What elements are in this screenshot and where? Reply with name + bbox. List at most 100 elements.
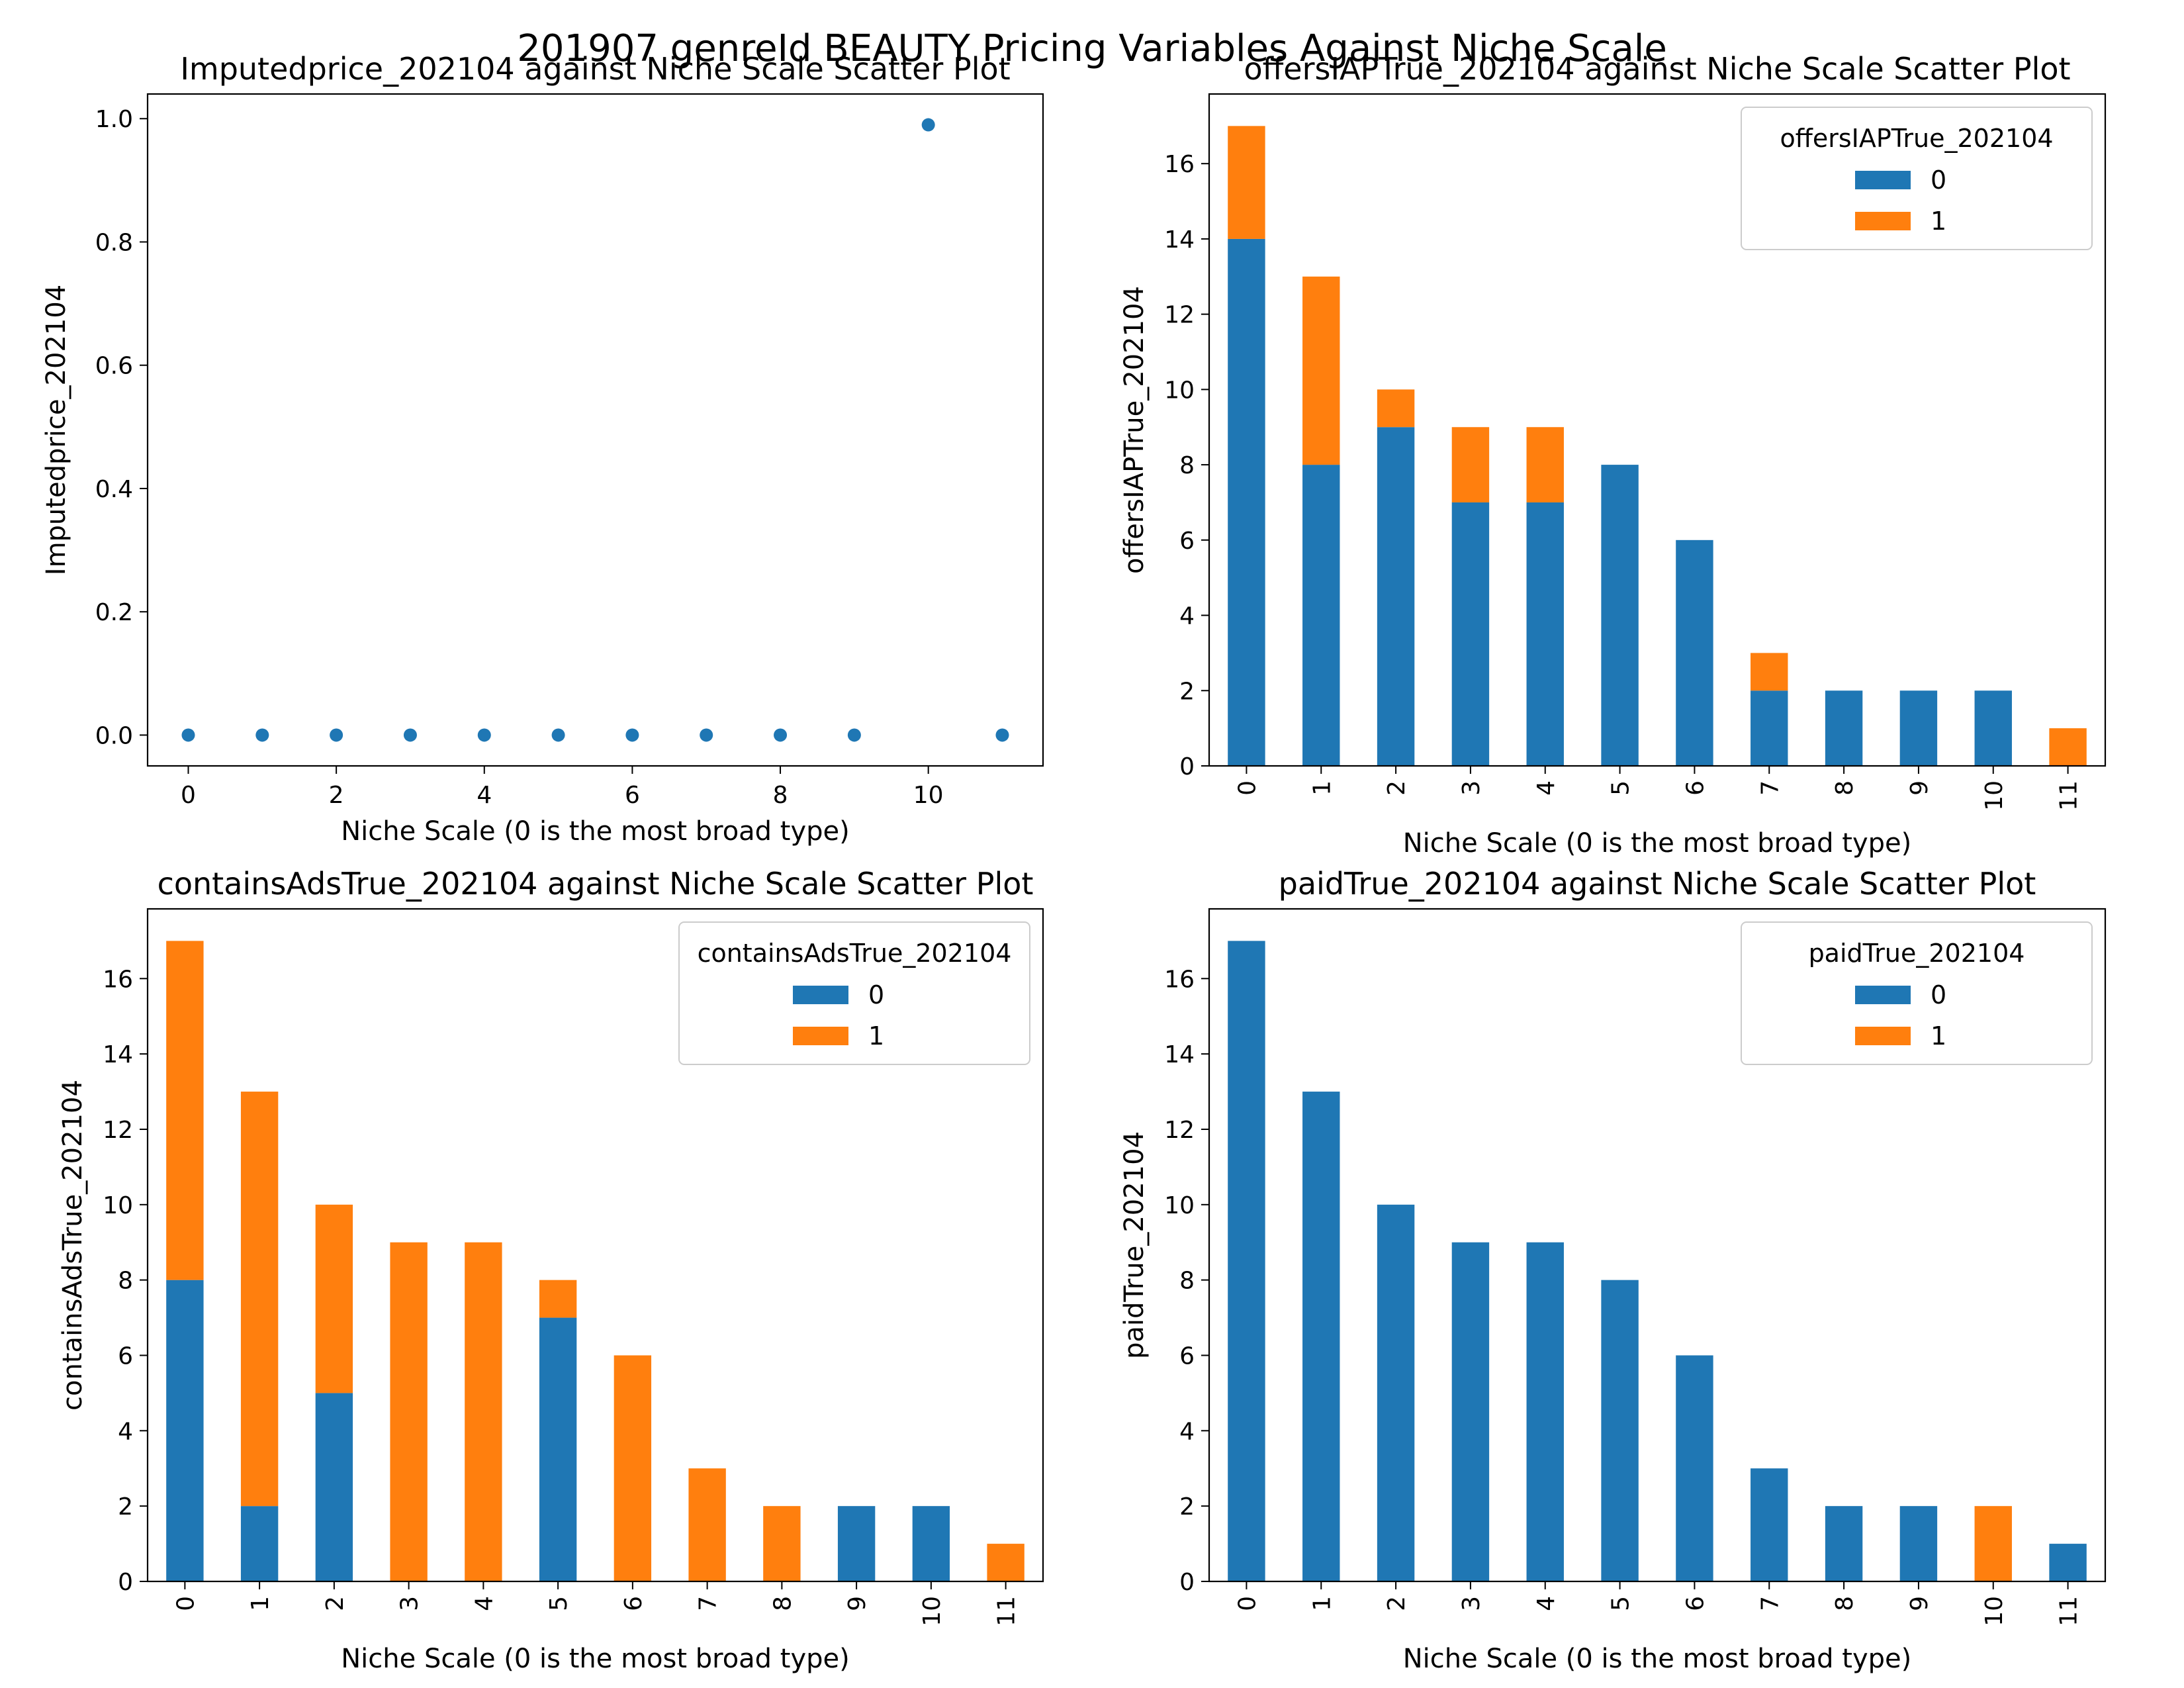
x-tick-label: 8 xyxy=(773,782,788,809)
x-tick-label: 5 xyxy=(545,1596,572,1611)
bar-segment-series-1 xyxy=(1526,427,1564,502)
scatter-point xyxy=(625,728,639,742)
y-tick-label: 2 xyxy=(1179,1493,1195,1521)
y-tick-label: 8 xyxy=(118,1268,133,1295)
x-axis-label: Niche Scale (0 is the most broad type) xyxy=(341,1644,850,1674)
bar-segment-series-0 xyxy=(837,1506,876,1581)
x-tick-label: 7 xyxy=(1756,780,1784,796)
bar-segment-series-0 xyxy=(1601,465,1639,766)
bar-segment-series-1 xyxy=(614,1355,652,1581)
bar-segment-series-0 xyxy=(1451,502,1490,766)
bar-segment-series-1 xyxy=(465,1242,502,1581)
x-tick-label: 10 xyxy=(913,782,944,809)
y-tick-label: 0 xyxy=(1179,1569,1195,1596)
legend-box xyxy=(678,921,1030,1065)
x-tick-label: 1 xyxy=(1308,780,1336,796)
y-tick-label: 16 xyxy=(1164,151,1195,178)
bar-segment-series-0 xyxy=(1899,1506,1938,1581)
bar-segment-series-1 xyxy=(688,1468,726,1581)
y-tick-label: 4 xyxy=(1179,1418,1195,1445)
legend-box xyxy=(1741,107,2093,250)
bar-segment-series-0 xyxy=(1526,1242,1564,1581)
y-tick-label: 12 xyxy=(103,1117,133,1144)
x-tick-label: 0 xyxy=(181,782,196,809)
scatter-point xyxy=(477,728,491,742)
x-tick-label: 9 xyxy=(1906,1596,1933,1611)
bar-segment-series-0 xyxy=(1451,1242,1490,1581)
legend-swatch-series-1 xyxy=(793,1027,848,1045)
x-tick-label: 9 xyxy=(844,1596,871,1611)
x-tick-label: 0 xyxy=(172,1596,199,1611)
scatter-point xyxy=(330,728,343,742)
bar-segment-series-1 xyxy=(315,1204,353,1393)
y-tick-label: 16 xyxy=(1164,966,1195,993)
bar-segment-series-0 xyxy=(1228,238,1265,766)
y-tick-label: 0.4 xyxy=(95,476,133,503)
y-axis-label: Imputedprice_202104 xyxy=(41,285,71,575)
legend-title: paidTrue_202104 xyxy=(1809,939,2025,968)
bar-segment-series-0 xyxy=(1825,690,1863,766)
bar-segment-series-0 xyxy=(1676,1355,1713,1581)
chart-title: containsAdsTrue_202104 against Niche Sca… xyxy=(158,866,1034,902)
bar-segment-series-0 xyxy=(240,1506,279,1581)
x-tick-label: 6 xyxy=(620,1596,647,1611)
y-tick-label: 14 xyxy=(1164,1041,1195,1068)
x-tick-label: 3 xyxy=(1458,1596,1485,1611)
x-tick-label: 6 xyxy=(1682,780,1709,796)
x-tick-label: 6 xyxy=(625,782,640,809)
bar-segment-series-0 xyxy=(912,1506,950,1581)
y-tick-label: 12 xyxy=(1164,1117,1195,1144)
scatter-point xyxy=(255,728,269,742)
bar-segment-series-1 xyxy=(2049,728,2087,766)
y-tick-label: 2 xyxy=(1179,678,1195,705)
x-axis-label: Niche Scale (0 is the most broad type) xyxy=(1403,828,1912,859)
bar-segment-series-0 xyxy=(1676,539,1713,766)
axes-frame xyxy=(146,908,1044,1583)
bar-segment-series-1 xyxy=(1451,427,1490,502)
axes-frame xyxy=(1208,93,2107,767)
bar-segment-series-0 xyxy=(2049,1544,2087,1581)
x-tick-label: 2 xyxy=(1383,1596,1410,1611)
x-tick-label: 0 xyxy=(1234,1596,1261,1611)
x-tick-label: 11 xyxy=(2056,1596,2083,1626)
x-tick-label: 4 xyxy=(1533,1596,1560,1611)
x-tick-label: 4 xyxy=(1533,780,1560,796)
y-tick-label: 1.0 xyxy=(95,106,133,133)
x-tick-label: 8 xyxy=(1831,1596,1858,1611)
y-tick-label: 10 xyxy=(1164,1192,1195,1219)
scatter-point xyxy=(995,728,1009,742)
bar-segment-series-1 xyxy=(1302,276,1340,465)
bar-segment-series-1 xyxy=(1974,1506,2012,1581)
chart-title: Imputedprice_202104 against Niche Scale … xyxy=(180,51,1010,87)
bar-segment-series-0 xyxy=(315,1393,353,1581)
bar-segment-series-0 xyxy=(1377,427,1415,766)
bar-segment-series-0 xyxy=(1302,1092,1340,1581)
x-tick-label: 8 xyxy=(1831,780,1858,796)
y-tick-label: 0.8 xyxy=(95,229,133,256)
chart-panel-3: containsAdsTrue_202104 against Niche Sca… xyxy=(58,866,1044,1674)
x-tick-label: 9 xyxy=(1906,780,1933,796)
bar-segment-series-0 xyxy=(539,1317,577,1581)
chart-panel-4: paidTrue_202104 against Niche Scale Scat… xyxy=(1119,866,2107,1674)
bar-segment-series-0 xyxy=(1825,1506,1863,1581)
x-axis-label: Niche Scale (0 is the most broad type) xyxy=(1403,1644,1912,1674)
bar-segment-series-0 xyxy=(1974,690,2012,766)
x-tick-label: 1 xyxy=(247,1596,274,1611)
chart-panel-1: Imputedprice_202104 against Niche Scale … xyxy=(41,51,1044,847)
bar-segment-series-0 xyxy=(1377,1204,1415,1581)
y-tick-label: 4 xyxy=(1179,603,1195,630)
bar-segment-series-1 xyxy=(1228,126,1265,239)
y-axis-label: offersIAPTrue_202104 xyxy=(1119,286,1150,574)
bar-segment-series-1 xyxy=(1377,389,1415,428)
bar-segment-series-0 xyxy=(1228,941,1265,1581)
legend-title: containsAdsTrue_202104 xyxy=(698,939,1012,968)
chart-panel-2: offersIAPTrue_202104 against Niche Scale… xyxy=(1119,51,2107,859)
y-tick-label: 8 xyxy=(1179,452,1195,479)
x-tick-label: 7 xyxy=(1756,1596,1784,1611)
x-tick-label: 11 xyxy=(2056,780,2083,811)
x-tick-label: 2 xyxy=(322,1596,349,1611)
scatter-point xyxy=(181,728,195,742)
legend-swatch-series-0 xyxy=(793,986,848,1004)
